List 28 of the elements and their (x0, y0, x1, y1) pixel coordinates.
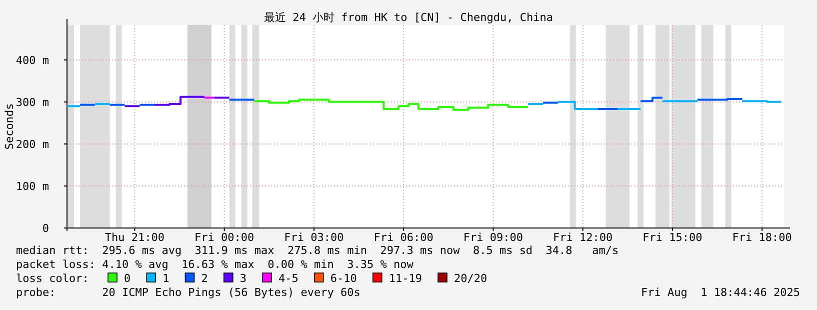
y-tick-label: 400 m (16, 54, 50, 67)
y-axis-title: Seconds (3, 103, 16, 150)
chart-title: 最近 24 小时 from HK to [CN] - Chengdu, China (264, 11, 554, 24)
text: Fri Aug 1 18:44:46 2025 (641, 286, 800, 299)
text: median rtt: 295.6 ms avg 311.9 ms max 275.8 ms min 297.3 ms now 8.5 ms sd 34.8 am/s (16, 244, 619, 257)
x-tick-label: Fri 15:00 (642, 231, 702, 244)
legend-label: 20/20 (454, 272, 488, 285)
legend-label: 6-10 (330, 272, 357, 285)
y-tick-label: 200 m (16, 138, 50, 151)
x-tick-label: Thu 21:00 (104, 231, 165, 244)
legend-title: loss color: (16, 272, 89, 285)
text: packet loss: 4.10 % avg 16.63 % max 0.00 % min 3.35 % now (16, 258, 414, 271)
legend-label: 0 (124, 272, 131, 285)
text: probe: 20 ICMP Echo Pings (56 Bytes) every 60s (16, 286, 360, 299)
x-tick-label: Fri 09:00 (463, 231, 524, 244)
x-tick-label: Fri 12:00 (553, 231, 613, 244)
x-tick-label: Fri 03:00 (284, 231, 344, 244)
y-tick-label: 300 m (16, 96, 50, 109)
legend-label: 11-19 (388, 272, 422, 285)
y-tick-label: 100 m (16, 180, 50, 193)
x-tick-label: Fri 00:00 (194, 231, 254, 244)
legend-label: 3 (240, 272, 246, 285)
legend-label: 4-5 (278, 272, 298, 285)
y-tick-label: 0 (42, 222, 49, 235)
x-tick-label: Fri 06:00 (374, 231, 434, 244)
legend-label: 1 (162, 272, 170, 285)
x-tick-label: Fri 18:00 (732, 231, 792, 244)
legend-label: 2 (201, 272, 208, 285)
